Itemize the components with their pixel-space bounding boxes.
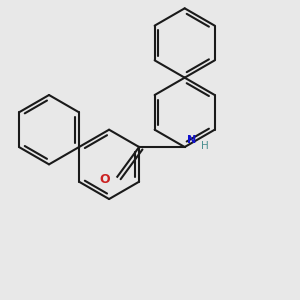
Text: H: H	[200, 141, 208, 151]
Text: O: O	[100, 173, 110, 186]
Text: N: N	[187, 135, 196, 145]
